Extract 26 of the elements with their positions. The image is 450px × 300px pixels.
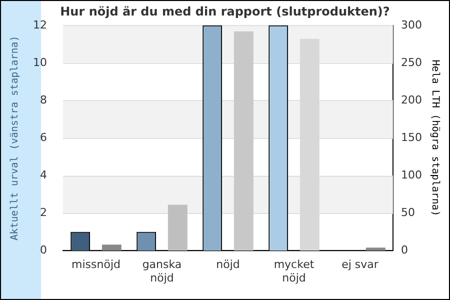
x-tick-label: missnöjd [72,258,120,272]
y2-tick-label: 150 [401,130,422,144]
x-tick-label: ej svar [342,258,379,272]
y2-tick-label: 250 [401,56,422,69]
y-axis-title: Aktuellt urval (vänstra staplarna) [10,36,21,240]
x-tick-label: mycket nöjd [274,258,315,284]
y2-tick-label: 50 [401,206,416,219]
y2-tick-label: 100 [401,168,422,182]
chart-title: Hur nöjd är du med din rapport (slutprodukten)? [60,4,390,18]
y-tick-label: 2 [40,206,47,219]
y2-tick-label: 0 [401,243,408,256]
y-tick-label: 0 [40,243,47,256]
bar [102,244,122,251]
y-tick-label: 6 [40,130,47,144]
x-tick-label: ganska nöjd [142,258,182,284]
y-tick-label: 10 [32,56,47,69]
bar [366,248,386,251]
bar [234,31,254,251]
y-tick-label: 8 [40,93,47,106]
y-tick-label: 12 [32,18,47,32]
bar [168,204,188,251]
x-tick-label: nöjd [216,258,240,272]
y2-axis-title: Hela LTH (högra staplarna) [429,60,440,216]
y2-tick-label: 200 [401,93,422,106]
y-tick-label: 4 [40,168,47,182]
y2-tick-label: 300 [401,18,422,32]
